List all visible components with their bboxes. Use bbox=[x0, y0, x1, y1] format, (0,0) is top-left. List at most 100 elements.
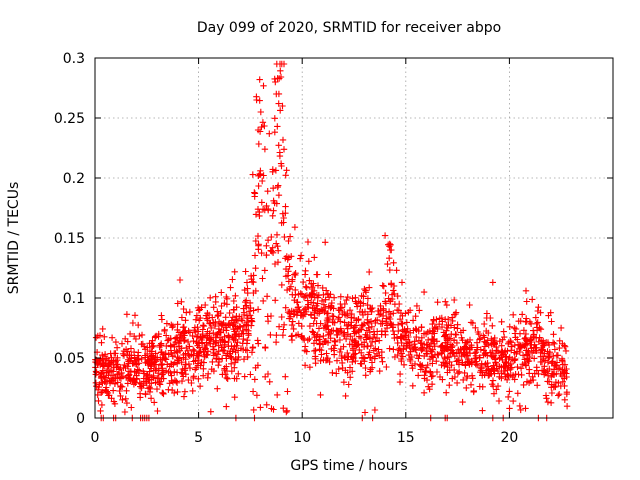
data-point bbox=[153, 365, 160, 373]
data-point bbox=[285, 237, 292, 245]
data-point bbox=[436, 321, 443, 328]
data-point bbox=[362, 372, 369, 379]
x-tick-label: 0 bbox=[91, 430, 100, 446]
data-point bbox=[255, 241, 262, 248]
data-point bbox=[144, 350, 151, 358]
data-point bbox=[488, 368, 495, 375]
data-point bbox=[498, 342, 505, 349]
data-point bbox=[98, 401, 106, 409]
data-point bbox=[338, 352, 345, 360]
data-point bbox=[274, 123, 281, 130]
data-point bbox=[325, 316, 333, 323]
data-point bbox=[366, 335, 374, 342]
data-point bbox=[271, 129, 278, 136]
data-point bbox=[110, 387, 117, 394]
data-point bbox=[366, 284, 373, 291]
data-point bbox=[343, 296, 350, 304]
data-point bbox=[453, 339, 461, 347]
data-point bbox=[312, 347, 319, 354]
data-point bbox=[160, 390, 167, 398]
data-point bbox=[214, 308, 221, 315]
data-point bbox=[300, 312, 307, 320]
data-point bbox=[183, 309, 190, 316]
data-point bbox=[545, 378, 553, 385]
data-point bbox=[231, 364, 238, 371]
data-point bbox=[350, 314, 358, 322]
data-point bbox=[470, 387, 477, 395]
data-point bbox=[280, 326, 287, 333]
data-point bbox=[199, 322, 207, 329]
data-point bbox=[305, 258, 312, 265]
data-point bbox=[446, 382, 453, 389]
data-point bbox=[146, 340, 153, 347]
data-point bbox=[273, 231, 281, 238]
data-point bbox=[340, 379, 348, 386]
data-point bbox=[490, 390, 498, 397]
data-point bbox=[354, 341, 361, 348]
data-point bbox=[150, 353, 157, 360]
data-point bbox=[228, 360, 235, 367]
data-point bbox=[496, 373, 503, 380]
data-point bbox=[557, 324, 565, 332]
data-point bbox=[464, 338, 471, 345]
data-point bbox=[514, 390, 521, 397]
data-point bbox=[137, 383, 144, 390]
data-point bbox=[400, 361, 408, 368]
data-point bbox=[434, 325, 441, 333]
data-point bbox=[298, 322, 305, 330]
data-point bbox=[294, 304, 302, 311]
data-point bbox=[521, 335, 528, 342]
data-point bbox=[374, 307, 382, 315]
data-point bbox=[254, 232, 262, 240]
data-point bbox=[481, 320, 488, 328]
data-point bbox=[300, 278, 307, 286]
data-point bbox=[431, 343, 438, 350]
data-point bbox=[117, 383, 124, 391]
data-point bbox=[501, 333, 508, 341]
data-point bbox=[507, 337, 514, 345]
data-point bbox=[180, 393, 188, 400]
data-point bbox=[288, 336, 296, 344]
data-point bbox=[508, 347, 515, 354]
data-point bbox=[218, 302, 225, 310]
data-point bbox=[292, 270, 299, 277]
data-point bbox=[434, 351, 441, 358]
data-point bbox=[123, 311, 131, 318]
data-point bbox=[108, 357, 115, 364]
data-point bbox=[272, 339, 280, 346]
data-point bbox=[559, 378, 566, 385]
data-point bbox=[364, 342, 371, 350]
data-point bbox=[152, 379, 159, 386]
data-point bbox=[272, 297, 279, 304]
data-point bbox=[231, 394, 238, 401]
data-point bbox=[388, 246, 395, 254]
data-point bbox=[358, 349, 365, 356]
data-point bbox=[191, 324, 199, 331]
data-point bbox=[325, 271, 332, 278]
data-point bbox=[163, 332, 170, 339]
data-point bbox=[455, 346, 462, 353]
data-point bbox=[449, 349, 456, 356]
data-point bbox=[190, 337, 197, 345]
data-point bbox=[535, 304, 542, 311]
data-point bbox=[240, 330, 247, 337]
y-tick-label: 0.2 bbox=[63, 171, 85, 187]
data-point bbox=[255, 182, 262, 190]
data-point bbox=[338, 328, 345, 335]
data-point bbox=[136, 367, 143, 374]
data-point bbox=[548, 389, 556, 397]
data-point bbox=[170, 341, 178, 348]
data-point bbox=[185, 360, 193, 368]
data-point bbox=[386, 240, 393, 248]
data-point bbox=[244, 285, 251, 292]
data-point bbox=[196, 306, 203, 313]
data-point bbox=[460, 376, 467, 384]
data-point bbox=[529, 296, 536, 303]
data-point bbox=[108, 334, 116, 341]
data-point bbox=[207, 408, 214, 415]
data-point bbox=[249, 171, 256, 178]
x-tick-label: 10 bbox=[293, 430, 311, 446]
data-point bbox=[116, 387, 123, 395]
data-point bbox=[114, 371, 122, 378]
data-point bbox=[488, 335, 495, 343]
